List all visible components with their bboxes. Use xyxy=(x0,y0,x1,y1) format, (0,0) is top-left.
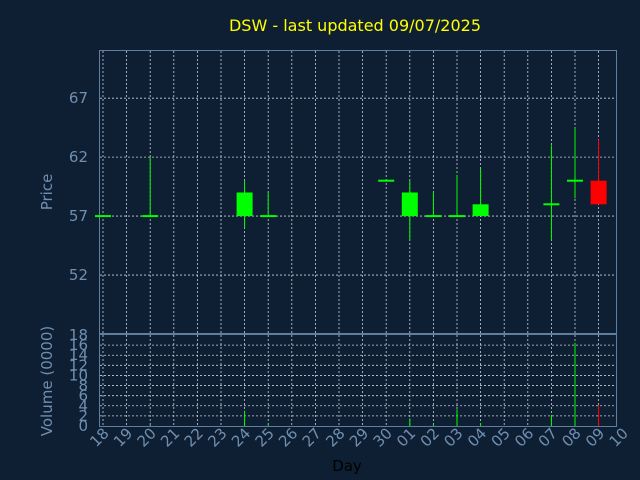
x-tick-label: 07 xyxy=(535,424,561,450)
x-tick-label: 09 xyxy=(582,424,608,450)
x-tick-label: 01 xyxy=(393,424,419,450)
candle-body xyxy=(543,203,560,206)
volume-y-tick-label: 4 xyxy=(78,397,88,415)
candles-layer xyxy=(95,127,607,240)
volume-y-tick-label: 6 xyxy=(78,387,88,405)
x-tick-label: 19 xyxy=(110,424,136,450)
y-axis-label-price: Price xyxy=(38,174,56,211)
x-tick-label: 06 xyxy=(511,424,537,450)
x-tick-label: 05 xyxy=(488,424,514,450)
y-axis-label-volume: Volume (0000) xyxy=(38,326,56,436)
x-tick-label: 25 xyxy=(252,424,278,450)
x-tick-label: 28 xyxy=(322,424,348,450)
candle-body xyxy=(378,179,395,182)
x-tick-label: 26 xyxy=(275,424,301,450)
x-axis-label: Day xyxy=(332,457,362,475)
x-tick-label: 04 xyxy=(464,424,490,450)
volume-y-tick-label: 18 xyxy=(69,326,88,344)
volume-y-tick-label: 10 xyxy=(69,366,88,384)
volume-y-tick-label: 2 xyxy=(78,407,88,425)
candle-body xyxy=(590,180,607,205)
candle-body xyxy=(142,215,159,218)
price-y-tick-label: 52 xyxy=(69,266,88,284)
x-tick-label: 03 xyxy=(440,424,466,450)
price-y-tick-label: 67 xyxy=(69,89,88,107)
volume-y-tick-label: 12 xyxy=(69,356,88,374)
x-tick-label: 23 xyxy=(204,424,230,450)
candle-body xyxy=(95,215,111,218)
price-grid xyxy=(100,51,616,334)
candle-body xyxy=(401,192,418,217)
x-tick-label: 02 xyxy=(417,424,443,450)
chart-title: DSW - last updated 09/07/2025 xyxy=(229,16,481,35)
volume-layer xyxy=(149,342,600,426)
x-tick-label: 27 xyxy=(299,424,325,450)
x-ticks: 1819202122232425262728293001020304050607… xyxy=(86,424,631,450)
price-y-tick-label: 57 xyxy=(69,207,88,225)
volume-grid xyxy=(100,335,616,426)
volume-panel-frame xyxy=(99,334,617,427)
x-tick-label: 24 xyxy=(228,424,254,450)
price-yticks: 52 57 62 67 xyxy=(69,89,88,284)
volume-y-tick-label: 0 xyxy=(78,417,88,435)
x-tick-label: 22 xyxy=(181,424,207,450)
x-tick-label: 18 xyxy=(86,424,112,450)
x-tick-label: 21 xyxy=(157,424,183,450)
volume-y-tick-label: 8 xyxy=(78,377,88,395)
price-panel-frame xyxy=(99,50,617,334)
candle-body xyxy=(472,204,489,217)
candle-body xyxy=(425,215,442,218)
volume-y-tick-label: 14 xyxy=(69,346,88,364)
x-tick-label: 08 xyxy=(558,424,584,450)
price-y-tick-label: 62 xyxy=(69,148,88,166)
volume-y-tick-label: 16 xyxy=(69,336,88,354)
candle-body xyxy=(260,215,277,218)
x-tick-label: 30 xyxy=(370,424,396,450)
candle-body xyxy=(567,179,583,182)
candle-body xyxy=(449,215,465,218)
x-tick-label: 20 xyxy=(134,424,160,450)
x-tick-label: 10 xyxy=(606,424,632,450)
x-tick-label: 29 xyxy=(346,424,372,450)
candle-body xyxy=(236,192,253,217)
